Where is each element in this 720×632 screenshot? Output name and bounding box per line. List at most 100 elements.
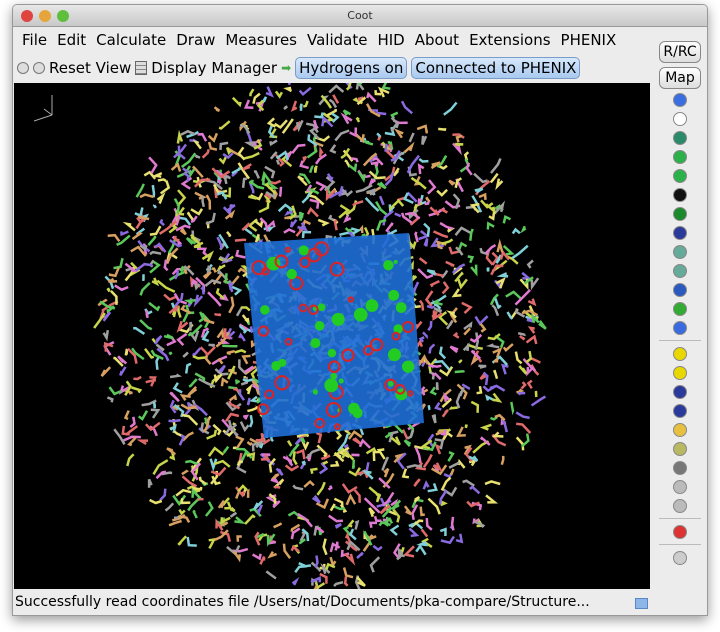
difference-map-blob [308, 304, 319, 315]
menu-calculate[interactable]: Calculate [96, 31, 167, 49]
difference-map-blob [384, 378, 397, 392]
bond-segment [235, 435, 245, 449]
expand-arrow-icon[interactable] [673, 188, 687, 202]
minimize-button[interactable] [39, 10, 51, 22]
difference-map-blob [325, 402, 342, 418]
bond-segment [388, 430, 399, 443]
torsion-edit-icon[interactable] [673, 264, 687, 278]
bond-segment [216, 190, 228, 200]
bond-segment [306, 146, 318, 159]
bond-segment [426, 304, 435, 309]
rotamer-icon[interactable] [673, 207, 687, 221]
bond-segment [136, 439, 149, 445]
menu-phenix[interactable]: PHENIX [560, 31, 617, 49]
flip-peptide-icon[interactable] [673, 226, 687, 240]
bond-segment [502, 244, 515, 256]
redo-icon[interactable] [673, 499, 687, 513]
bond-segment [266, 540, 276, 545]
menu-about[interactable]: About [414, 31, 460, 49]
rrc-button[interactable]: R/RC [659, 41, 701, 63]
phenix-connection-button[interactable]: Connected to PHENIX [411, 57, 581, 79]
bond-segment [297, 512, 313, 528]
display-manager-button[interactable]: Display Manager [151, 59, 278, 77]
bond-segment [396, 452, 407, 470]
bond-segment [478, 192, 487, 200]
undo-icon[interactable] [673, 480, 687, 494]
close-button[interactable] [21, 10, 33, 22]
display-flag-icon[interactable] [673, 525, 687, 539]
rigid-body-fit-icon[interactable] [673, 131, 687, 145]
bond-segment [201, 148, 210, 159]
difference-map-blob [395, 302, 407, 313]
bond-segment [230, 423, 239, 437]
cis-trans-icon[interactable] [673, 283, 687, 297]
auto-fit-rotamer-icon[interactable] [673, 112, 687, 126]
real-space-refine-icon[interactable] [673, 150, 687, 164]
bond-segment [305, 447, 321, 460]
bond-segment [199, 346, 216, 357]
difference-map-blob [329, 261, 345, 277]
bond-segment [465, 162, 473, 176]
bond-segment [106, 287, 111, 293]
menu-draw[interactable]: Draw [176, 31, 216, 49]
bond-segment [244, 365, 257, 376]
bond-segment [290, 544, 300, 553]
bond-segment [299, 160, 310, 170]
side-chain-180-icon[interactable] [673, 245, 687, 259]
map-button[interactable]: Map [659, 67, 701, 89]
bond-segment [262, 433, 271, 446]
bond-segment [235, 249, 246, 259]
difference-map-blob [271, 360, 281, 371]
bond-segment [499, 249, 510, 261]
bond-segment [248, 180, 265, 190]
bond-segment [342, 109, 352, 116]
bond-segment [175, 488, 192, 497]
place-atom-icon[interactable] [673, 347, 687, 361]
hydrogens-toggle[interactable]: Hydrogens on [295, 57, 408, 79]
bond-segment [311, 495, 321, 504]
menu-hid[interactable]: HID [377, 31, 405, 49]
bond-segment [242, 163, 252, 171]
add-alt-conf-icon[interactable] [673, 302, 687, 316]
delete-icon[interactable] [673, 461, 687, 475]
bond-segment [515, 411, 530, 420]
menu-file[interactable]: File [22, 31, 48, 49]
toolbar-separator [659, 544, 701, 545]
molecule-graphics-canvas[interactable] [14, 72, 650, 594]
bond-segment [491, 304, 500, 317]
play-icon[interactable] [673, 551, 687, 565]
back-icon[interactable] [17, 62, 29, 74]
bond-segment [224, 412, 240, 423]
bond-segment [485, 203, 497, 215]
bond-segment [169, 391, 180, 403]
menu-edit[interactable]: Edit [57, 31, 87, 49]
bond-segment [516, 422, 532, 434]
bond-segment [137, 215, 150, 221]
stop-icon[interactable] [33, 62, 45, 74]
bond-segment [274, 119, 288, 130]
difference-map-blob [261, 267, 270, 276]
bond-segment [156, 192, 166, 204]
menu-extensions[interactable]: Extensions [469, 31, 551, 49]
bond-segment [264, 182, 277, 195]
menu-measures[interactable]: Measures [225, 31, 297, 49]
zoom-button[interactable] [57, 10, 69, 22]
bond-segment [413, 495, 421, 503]
reset-view-button[interactable]: Reset View [49, 59, 132, 77]
bond-segment [390, 150, 401, 162]
bond-segment [147, 235, 157, 246]
bond-segment [215, 264, 226, 273]
bond-segment [436, 188, 448, 197]
regularize-icon[interactable] [673, 169, 687, 183]
axes-indicator [33, 95, 53, 122]
pointer-atom-icon[interactable] [673, 423, 687, 437]
add-water-icon[interactable] [673, 366, 687, 380]
bond-segment [466, 500, 480, 508]
rotate-translate-zone-icon[interactable] [673, 93, 687, 107]
add-residue-icon[interactable] [673, 404, 687, 418]
mutate-icon[interactable] [673, 321, 687, 335]
bond-segment [216, 364, 226, 375]
add-terminal-residue-icon[interactable] [673, 385, 687, 399]
menu-validate[interactable]: Validate [307, 31, 368, 49]
stamp-icon[interactable] [673, 442, 687, 456]
